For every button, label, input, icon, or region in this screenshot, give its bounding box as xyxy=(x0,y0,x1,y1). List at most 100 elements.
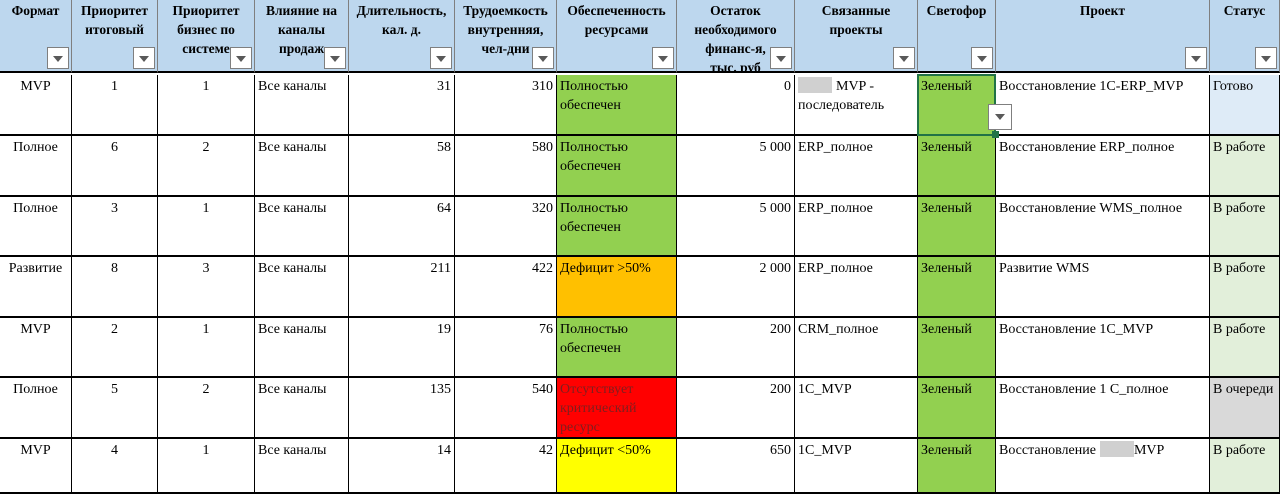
header-finance[interactable]: Остаток необходимого финанс-я, тыс. руб xyxy=(677,0,795,73)
header-project[interactable]: Проект xyxy=(996,0,1210,73)
cell-light[interactable]: Зеленый xyxy=(918,318,996,378)
cell-format[interactable]: Полное xyxy=(0,136,72,197)
filter-dropdown-icon[interactable] xyxy=(230,47,252,69)
header-channels[interactable]: Влияние на каналы продаж xyxy=(255,0,349,73)
cell-resources[interactable]: Полностью обеспечен xyxy=(557,136,677,197)
cell-effort[interactable]: 422 xyxy=(455,257,557,318)
cell-resources[interactable]: Отсутствует критический ресурс xyxy=(557,378,677,439)
cell-prio_business[interactable]: 3 xyxy=(158,257,255,318)
cell-light[interactable]: Зеленый xyxy=(918,75,996,136)
filter-dropdown-icon[interactable] xyxy=(133,47,155,69)
cell-finance[interactable]: 5 000 xyxy=(677,136,795,197)
cell-prio_total[interactable]: 5 xyxy=(72,378,158,439)
cell-channels[interactable]: Все каналы xyxy=(255,75,349,136)
cell-channels[interactable]: Все каналы xyxy=(255,257,349,318)
filter-dropdown-icon[interactable] xyxy=(47,47,69,69)
cell-status[interactable]: В работе xyxy=(1210,136,1280,197)
cell-dropdown-icon[interactable] xyxy=(988,104,1012,130)
cell-light[interactable]: Зеленый xyxy=(918,439,996,494)
header-light[interactable]: Светофор xyxy=(918,0,996,73)
cell-prio_business[interactable]: 2 xyxy=(158,136,255,197)
cell-status[interactable]: В работе xyxy=(1210,318,1280,378)
cell-effort[interactable]: 310 xyxy=(455,75,557,136)
cell-effort[interactable]: 76 xyxy=(455,318,557,378)
cell-format[interactable]: Полное xyxy=(0,197,72,257)
cell-light[interactable]: Зеленый xyxy=(918,136,996,197)
header-prio_business[interactable]: Приоритет бизнес по системе xyxy=(158,0,255,73)
cell-finance[interactable]: 0 xyxy=(677,75,795,136)
cell-prio_total[interactable]: 3 xyxy=(72,197,158,257)
header-effort[interactable]: Трудоемкость внутренняя, чел-дни xyxy=(455,0,557,73)
cell-linked[interactable]: CRM_полное xyxy=(795,318,918,378)
cell-format[interactable]: Развитие xyxy=(0,257,72,318)
cell-prio_total[interactable]: 1 xyxy=(72,75,158,136)
cell-prio_business[interactable]: 1 xyxy=(158,197,255,257)
cell-resources[interactable]: Дефицит <50% xyxy=(557,439,677,494)
filter-dropdown-icon[interactable] xyxy=(324,47,346,69)
cell-light[interactable]: Зеленый xyxy=(918,378,996,439)
cell-effort[interactable]: 580 xyxy=(455,136,557,197)
cell-duration[interactable]: 31 xyxy=(349,75,455,136)
filter-dropdown-icon[interactable] xyxy=(893,47,915,69)
cell-finance[interactable]: 5 000 xyxy=(677,197,795,257)
cell-prio_business[interactable]: 1 xyxy=(158,75,255,136)
cell-channels[interactable]: Все каналы xyxy=(255,318,349,378)
filter-dropdown-icon[interactable] xyxy=(652,47,674,69)
cell-resources[interactable]: Полностью обеспечен xyxy=(557,318,677,378)
cell-project[interactable]: Восстановление 1C_MVP xyxy=(996,318,1210,378)
cell-project[interactable]: Развитие WMS xyxy=(996,257,1210,318)
cell-finance[interactable]: 200 xyxy=(677,318,795,378)
cell-duration[interactable]: 64 xyxy=(349,197,455,257)
cell-format[interactable]: MVP xyxy=(0,75,72,136)
cell-resources[interactable]: Полностью обеспечен xyxy=(557,75,677,136)
fill-handle[interactable] xyxy=(992,131,999,138)
cell-prio_total[interactable]: 2 xyxy=(72,318,158,378)
cell-channels[interactable]: Все каналы xyxy=(255,378,349,439)
header-format[interactable]: Формат xyxy=(0,0,72,73)
cell-project[interactable]: Восстановление 1 С_полное xyxy=(996,378,1210,439)
cell-channels[interactable]: Все каналы xyxy=(255,439,349,494)
cell-finance[interactable]: 650 xyxy=(677,439,795,494)
cell-finance[interactable]: 2 000 xyxy=(677,257,795,318)
cell-effort[interactable]: 42 xyxy=(455,439,557,494)
header-duration[interactable]: Длительность, кал. д. xyxy=(349,0,455,73)
cell-project[interactable]: Восстановление 1C-ERP_MVP xyxy=(996,75,1210,136)
cell-linked[interactable]: ERP_полное xyxy=(795,197,918,257)
filter-dropdown-icon[interactable] xyxy=(532,47,554,69)
cell-format[interactable]: MVP xyxy=(0,318,72,378)
header-linked[interactable]: Связанные проекты xyxy=(795,0,918,73)
cell-light[interactable]: Зеленый xyxy=(918,197,996,257)
header-prio_total[interactable]: Приоритет итоговый xyxy=(72,0,158,73)
cell-prio_total[interactable]: 8 xyxy=(72,257,158,318)
cell-project[interactable]: Восстановление WMS_полное xyxy=(996,197,1210,257)
cell-prio_total[interactable]: 6 xyxy=(72,136,158,197)
filter-dropdown-icon[interactable] xyxy=(1255,47,1277,69)
cell-prio_business[interactable]: 1 xyxy=(158,439,255,494)
header-resources[interactable]: Обеспеченность ресурсами xyxy=(557,0,677,73)
cell-channels[interactable]: Все каналы xyxy=(255,197,349,257)
cell-linked[interactable]: 1C_MVP xyxy=(795,378,918,439)
cell-effort[interactable]: 540 xyxy=(455,378,557,439)
cell-status[interactable]: В очереди xyxy=(1210,378,1280,439)
cell-duration[interactable]: 14 xyxy=(349,439,455,494)
cell-effort[interactable]: 320 xyxy=(455,197,557,257)
cell-project[interactable]: Восстановление MVP xyxy=(996,439,1210,494)
cell-channels[interactable]: Все каналы xyxy=(255,136,349,197)
cell-finance[interactable]: 200 xyxy=(677,378,795,439)
filter-dropdown-icon[interactable] xyxy=(1185,47,1207,69)
cell-resources[interactable]: Полностью обеспечен xyxy=(557,197,677,257)
cell-duration[interactable]: 19 xyxy=(349,318,455,378)
cell-status[interactable]: В работе xyxy=(1210,197,1280,257)
cell-light[interactable]: Зеленый xyxy=(918,257,996,318)
cell-resources[interactable]: Дефицит >50% xyxy=(557,257,677,318)
cell-prio_total[interactable]: 4 xyxy=(72,439,158,494)
cell-linked[interactable]: 1C_MVP xyxy=(795,439,918,494)
cell-duration[interactable]: 58 xyxy=(349,136,455,197)
cell-linked[interactable]: ERP_полное xyxy=(795,136,918,197)
cell-prio_business[interactable]: 1 xyxy=(158,318,255,378)
cell-prio_business[interactable]: 2 xyxy=(158,378,255,439)
cell-status[interactable]: Готово xyxy=(1210,75,1280,136)
filter-dropdown-icon[interactable] xyxy=(430,47,452,69)
cell-duration[interactable]: 211 xyxy=(349,257,455,318)
cell-duration[interactable]: 135 xyxy=(349,378,455,439)
